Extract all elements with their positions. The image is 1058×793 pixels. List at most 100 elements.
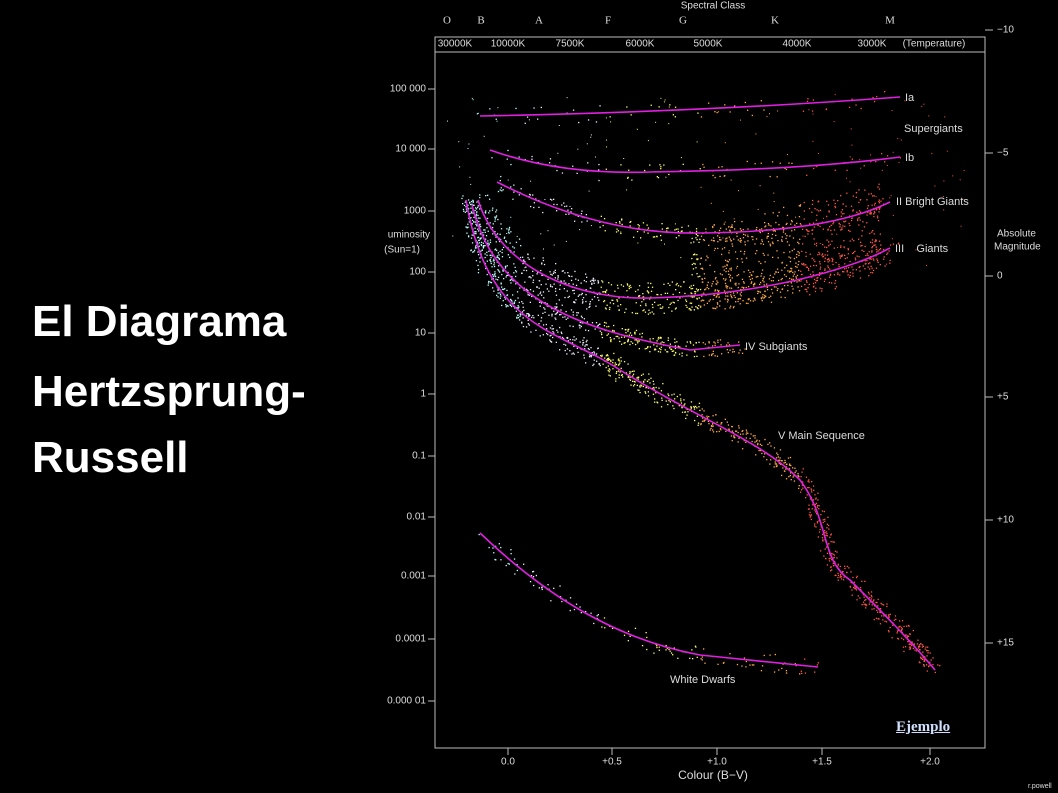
star bbox=[786, 222, 788, 225]
star bbox=[580, 315, 583, 317]
star bbox=[756, 227, 758, 229]
star bbox=[532, 270, 534, 272]
star bbox=[565, 310, 567, 313]
star bbox=[504, 296, 506, 298]
star bbox=[562, 316, 564, 318]
star bbox=[723, 661, 725, 664]
star bbox=[540, 269, 542, 272]
star bbox=[851, 594, 853, 596]
star bbox=[631, 334, 633, 336]
star bbox=[671, 394, 673, 396]
star bbox=[802, 468, 804, 470]
star bbox=[888, 616, 890, 618]
star bbox=[645, 632, 647, 634]
star bbox=[738, 437, 740, 439]
star bbox=[583, 279, 585, 282]
star bbox=[849, 156, 851, 158]
star bbox=[636, 384, 638, 386]
star bbox=[725, 295, 727, 297]
star bbox=[735, 430, 738, 432]
star bbox=[816, 209, 818, 211]
star bbox=[695, 228, 698, 230]
star bbox=[859, 597, 861, 599]
star bbox=[822, 521, 824, 524]
colour-tick-label: 0.0 bbox=[501, 757, 515, 768]
star bbox=[778, 224, 780, 226]
star bbox=[799, 205, 801, 207]
star bbox=[462, 195, 464, 197]
star bbox=[738, 425, 740, 427]
star bbox=[736, 292, 738, 294]
star bbox=[693, 406, 696, 408]
star bbox=[829, 557, 831, 559]
star bbox=[487, 194, 489, 196]
star bbox=[859, 270, 861, 272]
star bbox=[843, 240, 845, 242]
star bbox=[782, 226, 784, 228]
star bbox=[775, 271, 777, 273]
star bbox=[826, 239, 828, 241]
star bbox=[567, 296, 569, 299]
star bbox=[882, 604, 885, 606]
branch-label: IV Subgiants bbox=[745, 341, 808, 353]
star bbox=[859, 587, 862, 589]
star bbox=[617, 370, 620, 372]
star bbox=[772, 242, 774, 245]
star bbox=[812, 274, 814, 276]
star bbox=[792, 271, 794, 274]
star bbox=[816, 664, 819, 666]
star bbox=[654, 348, 656, 350]
star bbox=[762, 243, 765, 245]
star bbox=[591, 298, 593, 301]
star bbox=[583, 337, 585, 339]
star bbox=[645, 386, 648, 388]
star bbox=[757, 290, 759, 292]
branch-label: Ib bbox=[905, 152, 914, 164]
star bbox=[829, 226, 831, 228]
star bbox=[815, 280, 817, 282]
example-link[interactable]: Ejemplo bbox=[896, 719, 951, 735]
star bbox=[801, 471, 803, 473]
star bbox=[589, 303, 591, 305]
star bbox=[655, 386, 657, 389]
star bbox=[647, 395, 650, 397]
star bbox=[600, 332, 603, 334]
star bbox=[824, 518, 826, 520]
star bbox=[513, 251, 515, 253]
star bbox=[895, 618, 897, 620]
star bbox=[752, 283, 755, 286]
star bbox=[498, 543, 500, 545]
star bbox=[620, 231, 622, 233]
star bbox=[885, 614, 887, 616]
star bbox=[779, 449, 782, 451]
star bbox=[795, 256, 798, 258]
star bbox=[664, 243, 665, 245]
star bbox=[747, 235, 749, 238]
star bbox=[777, 215, 779, 217]
star bbox=[470, 211, 473, 213]
star bbox=[476, 211, 478, 213]
star bbox=[531, 316, 533, 319]
star bbox=[471, 97, 473, 99]
star bbox=[861, 580, 863, 582]
star bbox=[553, 310, 555, 312]
star bbox=[780, 460, 783, 462]
star bbox=[808, 487, 810, 489]
star bbox=[760, 297, 762, 299]
star bbox=[801, 484, 803, 486]
star bbox=[932, 657, 934, 659]
star bbox=[466, 210, 468, 212]
star bbox=[826, 254, 829, 256]
star bbox=[677, 230, 679, 233]
star bbox=[959, 179, 961, 181]
star bbox=[526, 313, 528, 315]
star bbox=[712, 298, 714, 301]
star bbox=[667, 351, 669, 353]
star bbox=[715, 283, 717, 285]
star bbox=[724, 142, 726, 144]
star bbox=[522, 262, 524, 265]
star bbox=[630, 371, 632, 373]
star bbox=[852, 272, 854, 274]
star bbox=[648, 379, 650, 381]
star bbox=[882, 198, 884, 200]
